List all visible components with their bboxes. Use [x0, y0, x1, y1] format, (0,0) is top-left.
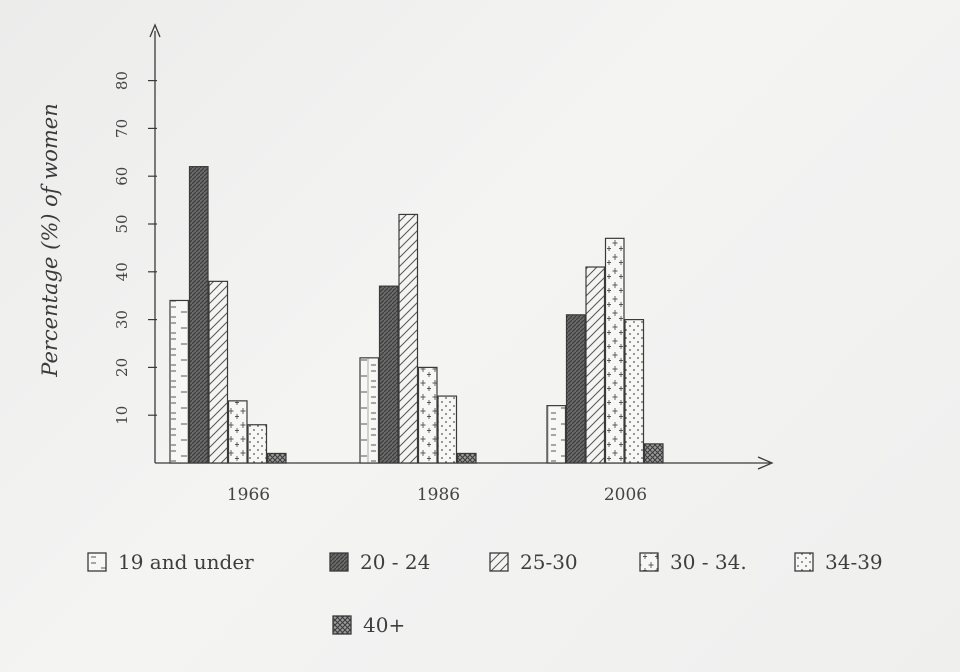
bar [546, 405, 567, 464]
y-tick-label: 10 [113, 406, 131, 425]
y-axis-arrow [149, 23, 161, 38]
legend-swatch [332, 615, 352, 635]
x-tick-label: 1966 [227, 485, 270, 505]
legend-label: 40+ [363, 613, 405, 637]
bar [398, 213, 419, 464]
x-axis-arrow [757, 456, 774, 470]
legend-swatch [639, 552, 659, 572]
legend: 19 and under 20 - 24 25-30 30 - 34. 34-39 40+ [87, 550, 883, 637]
bar [417, 366, 438, 464]
bar [378, 285, 399, 464]
y-tick-label: 20 [113, 358, 131, 377]
bar [188, 166, 209, 464]
x-tick-label: 1986 [417, 485, 460, 505]
bar [208, 280, 229, 464]
legend-label: 34-39 [825, 550, 883, 574]
legend-swatch [489, 552, 509, 572]
bar [565, 314, 586, 464]
y-tick-label: 60 [113, 167, 131, 186]
bar [604, 237, 625, 464]
legend-label: 30 - 34. [670, 550, 747, 574]
y-tick-label: 70 [113, 119, 131, 138]
y-tick-label: 50 [113, 214, 131, 233]
bar [266, 452, 287, 464]
legend-label: 19 and under [118, 550, 254, 574]
bar [437, 395, 458, 464]
legend-swatch [329, 552, 349, 572]
bar [227, 400, 248, 464]
bar [585, 266, 606, 464]
bar [169, 299, 190, 464]
legend-swatch [794, 552, 814, 572]
bar [359, 357, 380, 464]
bar [247, 424, 268, 464]
legend-label: 20 - 24 [360, 550, 430, 574]
y-tick-label: 40 [113, 262, 131, 281]
x-tick-labels: 1966 1986 2006 [227, 485, 647, 505]
y-tick-label: 30 [113, 310, 131, 329]
bars-group [169, 166, 664, 464]
legend-label: 25-30 [520, 550, 578, 574]
bar [456, 452, 477, 464]
y-tick-label: 80 [113, 71, 131, 90]
legend-swatch [87, 552, 107, 572]
x-tick-label: 2006 [604, 485, 647, 505]
bar [624, 319, 645, 464]
bar [643, 443, 664, 464]
